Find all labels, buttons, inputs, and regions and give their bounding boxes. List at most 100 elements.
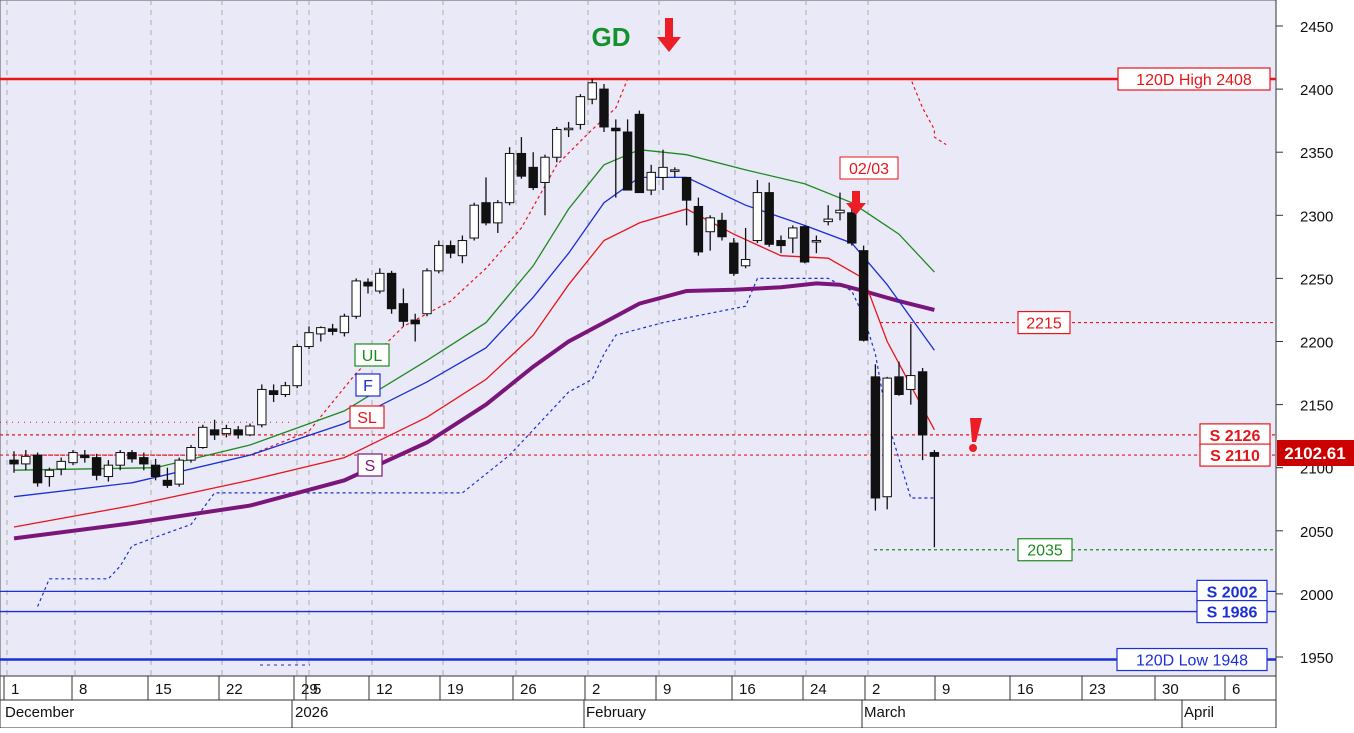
level-label: S 1986 [1207, 605, 1258, 622]
candle-body [269, 391, 277, 395]
candle-body [317, 328, 325, 334]
month-label: December [5, 704, 74, 721]
level-label: 2215 [1026, 316, 1062, 333]
candle-body [293, 347, 301, 386]
candle-body [151, 465, 159, 476]
candle-body [494, 203, 502, 223]
candle-body [517, 153, 525, 176]
candle-body [163, 480, 171, 485]
candle-body [22, 456, 30, 464]
series-tag-label: S [365, 458, 376, 475]
candle-body [482, 203, 490, 223]
candle-body [33, 455, 41, 483]
candle-body [210, 430, 218, 435]
series-tag-label: F [363, 378, 373, 395]
candle-body [258, 389, 266, 424]
month-label: March [864, 704, 906, 721]
candle-body [800, 227, 808, 262]
candle-body [671, 170, 679, 172]
candle-body [836, 210, 844, 213]
candle-body [612, 128, 620, 131]
gd-signal-label: GD [592, 22, 631, 52]
warning-dot-icon [969, 444, 977, 452]
candle-body [588, 83, 596, 99]
y-tick-label: 2300 [1300, 208, 1333, 225]
y-tick-label: 2050 [1300, 524, 1333, 541]
candle-body [92, 458, 100, 476]
x-tick-label: 8 [79, 681, 87, 698]
candle-body [895, 377, 903, 395]
candle-body [718, 220, 726, 236]
x-tick-label: 16 [739, 681, 756, 698]
candle-body [234, 430, 242, 435]
candle-body [918, 372, 926, 435]
candle-body [765, 193, 773, 245]
level-label: 120D Low 1948 [1136, 653, 1248, 670]
x-tick-label: 9 [663, 681, 671, 698]
candle-body [564, 128, 572, 130]
candle-body [753, 193, 761, 241]
candle-body [187, 448, 195, 461]
level-label: S 2002 [1207, 584, 1258, 601]
x-tick-label: 12 [376, 681, 393, 698]
y-tick-label: 2000 [1300, 587, 1333, 604]
candle-body [600, 89, 608, 127]
candle-body [682, 177, 690, 200]
candle-body [340, 316, 348, 332]
level-label: 120D High 2408 [1136, 72, 1252, 89]
candle-body [859, 251, 867, 341]
y-tick-label: 2350 [1300, 145, 1333, 162]
month-label: 2026 [295, 704, 328, 721]
candle-body [435, 246, 443, 271]
plot-area [0, 0, 1276, 676]
candle-body [446, 246, 454, 254]
candle-body [10, 460, 18, 464]
x-tick-label: 22 [226, 681, 243, 698]
candle-body [576, 97, 584, 125]
candle-body [789, 228, 797, 238]
candle-body [812, 241, 820, 243]
candle-body [81, 455, 89, 458]
candle-body [907, 376, 915, 390]
x-tick-label: 2 [872, 681, 880, 698]
candle-body [175, 460, 183, 484]
candle-body [364, 282, 372, 286]
candle-body [730, 243, 738, 273]
month-label: February [586, 704, 647, 721]
candle-body [411, 320, 419, 324]
y-tick-label: 2250 [1300, 271, 1333, 288]
candle-body [647, 172, 655, 190]
x-tick-label: 23 [1089, 681, 1106, 698]
candle-body [69, 453, 77, 463]
candle-body [529, 167, 537, 187]
candle-body [883, 378, 891, 497]
y-tick-label: 2450 [1300, 19, 1333, 36]
candle-body [199, 427, 207, 447]
x-tick-label: 26 [520, 681, 537, 698]
candle-body [553, 129, 561, 157]
candle-body [470, 205, 478, 238]
candle-body [116, 453, 124, 466]
level-label: S 2110 [1210, 448, 1260, 465]
candle-body [824, 219, 832, 222]
last-price-label: 2102.61 [1284, 444, 1345, 463]
candle-body [328, 329, 336, 332]
candle-body [281, 386, 289, 395]
candle-body [694, 206, 702, 251]
x-tick-label: 2 [592, 681, 600, 698]
x-tick-label: 30 [1162, 681, 1179, 698]
candle-body [423, 271, 431, 314]
candle-body [706, 218, 714, 232]
candle-body [352, 281, 360, 316]
month-label: April [1184, 704, 1214, 721]
candle-body [399, 304, 407, 322]
x-tick-label: 5 [313, 681, 321, 698]
x-tick-label: 15 [155, 681, 172, 698]
candle-body [505, 153, 513, 202]
date-flag-label: 02/03 [849, 161, 889, 178]
series-tag-label: UL [362, 348, 383, 365]
level-label: S 2126 [1210, 428, 1261, 445]
candle-body [305, 333, 313, 347]
